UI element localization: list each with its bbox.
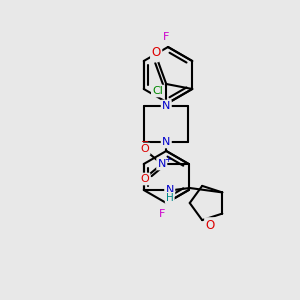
Text: Cl: Cl [152, 86, 163, 96]
Text: O: O [140, 174, 149, 184]
Text: O: O [152, 46, 161, 59]
Text: H: H [166, 193, 174, 203]
Text: N: N [162, 101, 170, 111]
Text: F: F [159, 209, 165, 219]
Text: −: − [141, 137, 149, 147]
Text: +: + [164, 155, 171, 164]
Text: F: F [152, 51, 158, 61]
Text: N: N [166, 185, 174, 195]
Text: O: O [140, 144, 149, 154]
Text: N: N [162, 137, 170, 147]
Text: N: N [158, 159, 166, 169]
Text: O: O [206, 219, 215, 232]
Text: F: F [163, 32, 169, 42]
